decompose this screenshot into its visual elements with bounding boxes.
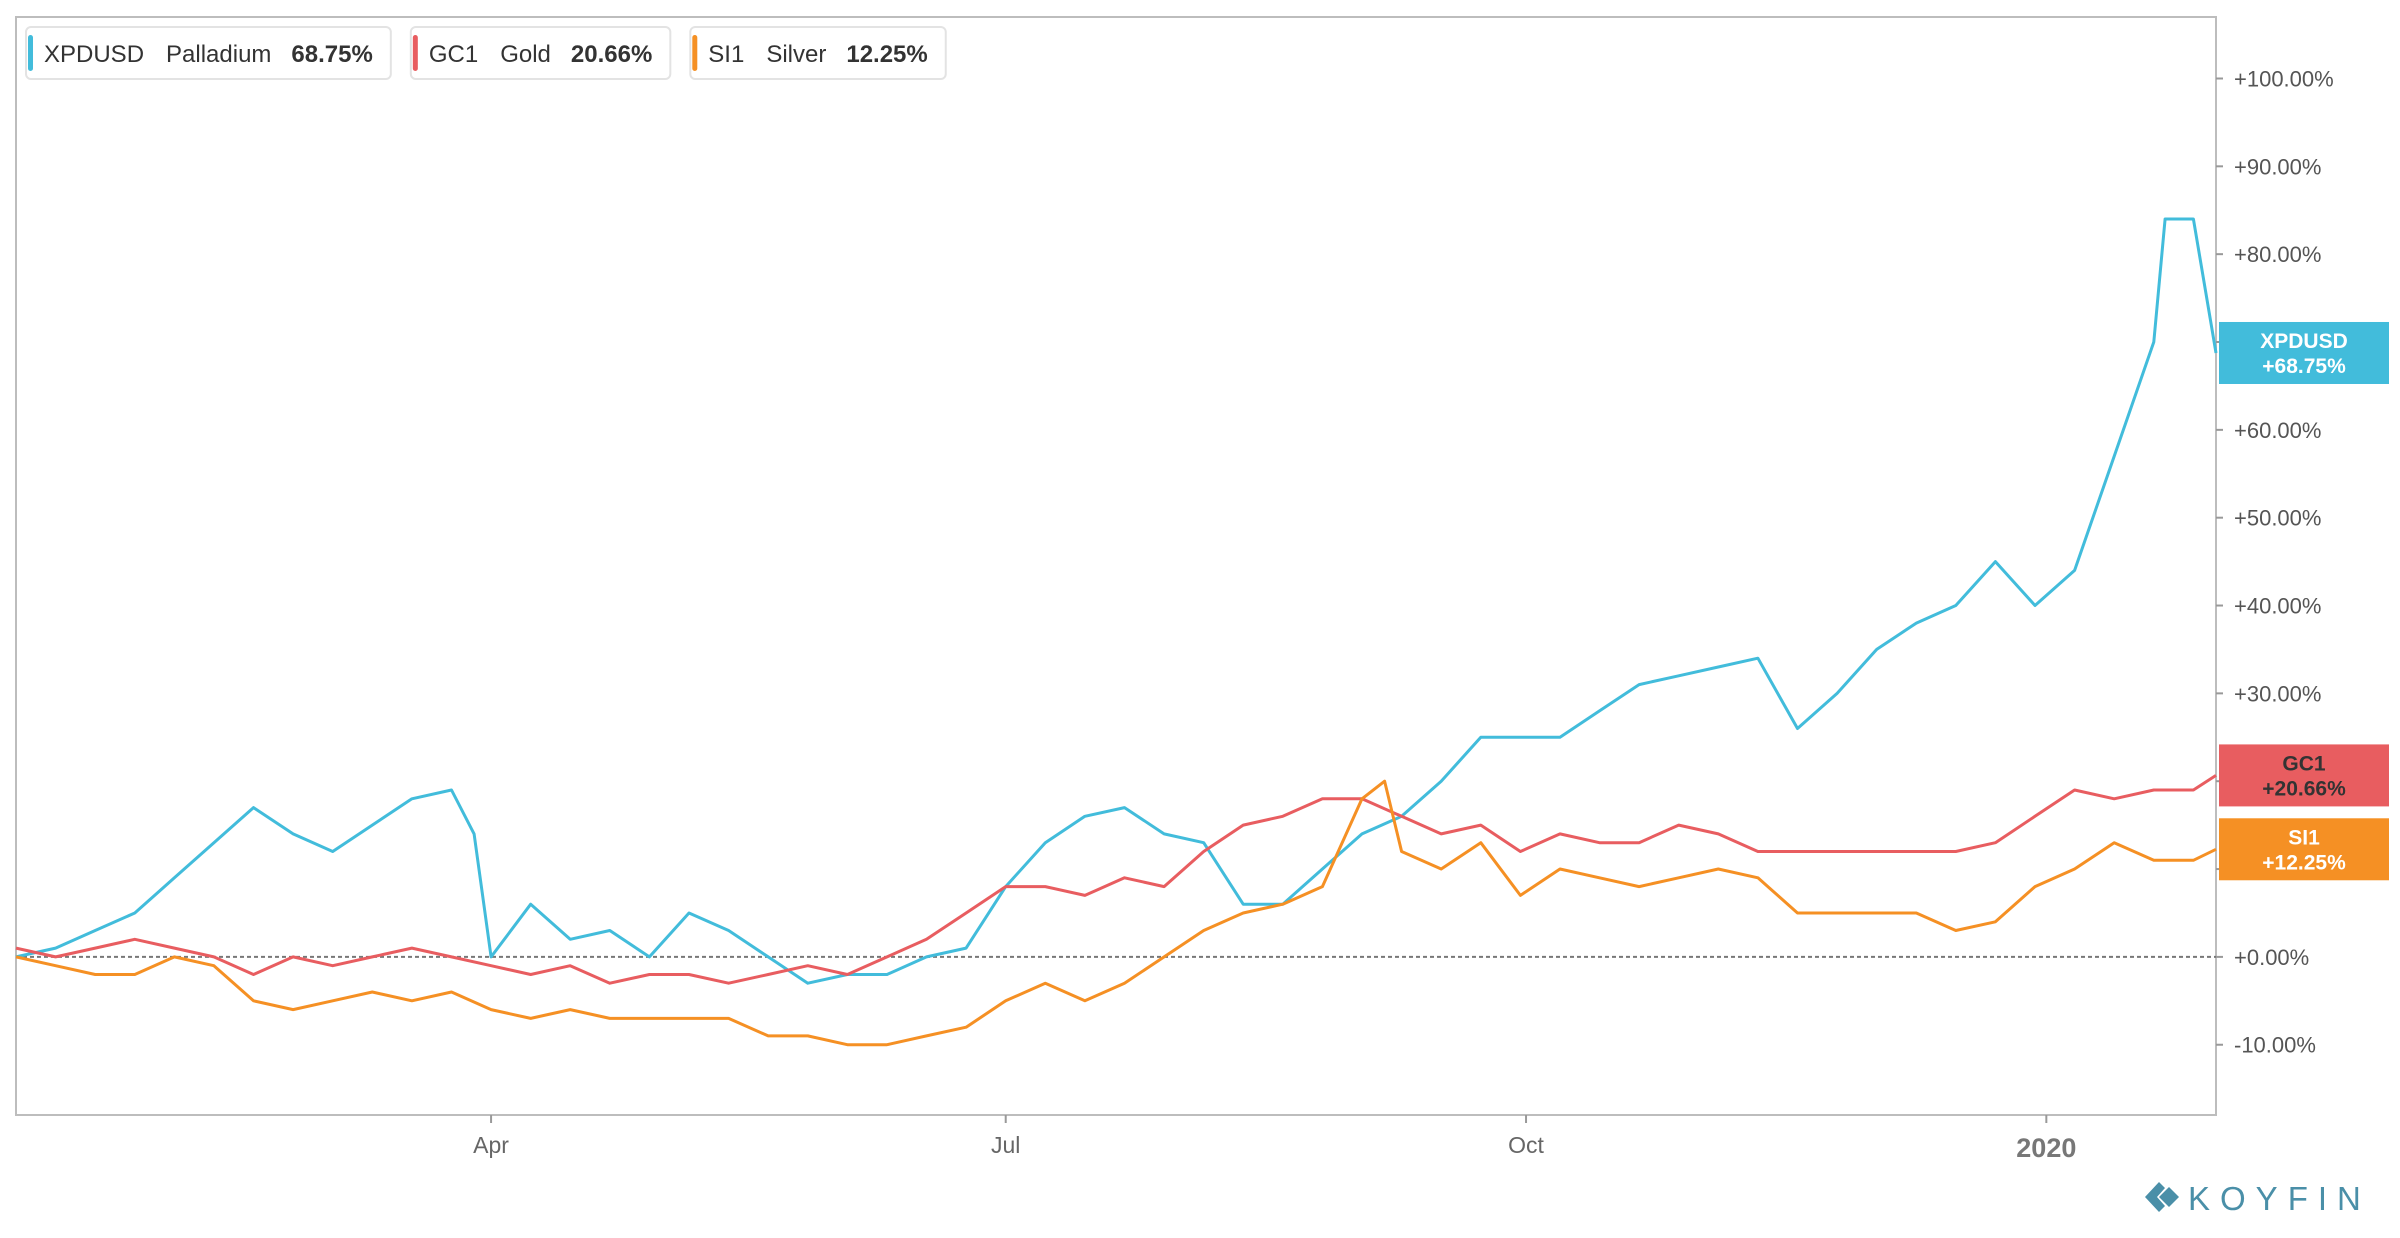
last-value-tag-gc1: GC1+20.66% bbox=[2219, 744, 2389, 807]
koyfin-logo: KOYFIN bbox=[2145, 1180, 2371, 1217]
legend: XPDUSD Palladium 68.75% GC1 Gold 20.66% SI1 Sil… bbox=[25, 26, 947, 80]
legend-change: 12.25% bbox=[846, 41, 927, 68]
legend-item-xpdusd[interactable]: XPDUSD Palladium 68.75% bbox=[25, 26, 392, 80]
x-axis: Apr Jul Oct 2020 bbox=[473, 1115, 2076, 1163]
legend-color-bar bbox=[692, 35, 698, 71]
y-axis: -10.00%+0.00%+10.00%+20.00%+30.00%+40.00… bbox=[2216, 66, 2334, 1058]
legend-color-bar bbox=[412, 35, 418, 71]
x-tick-label: Apr bbox=[473, 1132, 509, 1158]
x-tick-label: Oct bbox=[1508, 1132, 1544, 1158]
legend-label: Silver bbox=[766, 41, 826, 68]
y-tick-label: +100.00% bbox=[2234, 66, 2334, 91]
y-tick-label: +50.00% bbox=[2234, 506, 2321, 531]
legend-box bbox=[689, 26, 947, 80]
last-value-tag-si1: SI1+12.25% bbox=[2219, 818, 2389, 881]
tag-symbol: SI1 bbox=[2288, 826, 2320, 849]
tag-value: +20.66% bbox=[2262, 777, 2346, 800]
tag-symbol: XPDUSD bbox=[2260, 330, 2348, 353]
legend-label: Gold bbox=[500, 41, 551, 68]
tag-background bbox=[2219, 321, 2389, 384]
x-tick-label: Jul bbox=[991, 1132, 1020, 1158]
legend-box bbox=[409, 26, 672, 80]
y-tick-label: +40.00% bbox=[2234, 594, 2321, 619]
legend-item-si1[interactable]: SI1 Silver 12.25% bbox=[689, 26, 947, 80]
legend-symbol: XPDUSD bbox=[44, 41, 144, 68]
tag-background bbox=[2219, 818, 2389, 881]
y-tick-label: +60.00% bbox=[2234, 418, 2321, 443]
tag-value: +12.25% bbox=[2262, 851, 2346, 874]
legend-box bbox=[25, 26, 392, 80]
y-tick-label: +80.00% bbox=[2234, 242, 2321, 267]
koyfin-logo-text: KOYFIN bbox=[2188, 1180, 2371, 1217]
last-value-tag-xpdusd: XPDUSD+68.75% bbox=[2219, 321, 2389, 384]
plot-frame bbox=[15, 16, 2217, 1116]
y-tick-label: +0.00% bbox=[2234, 945, 2309, 970]
legend-label: Palladium bbox=[166, 41, 271, 68]
tag-background bbox=[2219, 744, 2389, 807]
series-layer bbox=[15, 217, 2218, 1047]
legend-symbol: SI1 bbox=[708, 41, 744, 68]
legend-symbol: GC1 bbox=[429, 41, 478, 68]
koyfin-logo-icon bbox=[2145, 1182, 2179, 1212]
last-value-tags: XPDUSD+68.75% GC1+20.66% SI1+12.25% bbox=[2219, 321, 2389, 881]
y-tick-label: +90.00% bbox=[2234, 154, 2321, 179]
series-line-xpdusd bbox=[15, 217, 2218, 985]
x-tick-label: 2020 bbox=[2016, 1133, 2076, 1163]
y-tick-label: -10.00% bbox=[2234, 1033, 2316, 1058]
legend-change: 20.66% bbox=[571, 41, 652, 68]
series-line-si1 bbox=[15, 779, 2217, 1047]
legend-color-bar bbox=[28, 35, 33, 71]
legend-item-gc1[interactable]: GC1 Gold 20.66% bbox=[409, 26, 672, 80]
tag-value: +68.75% bbox=[2262, 355, 2346, 378]
tag-symbol: GC1 bbox=[2282, 752, 2326, 775]
y-tick-label: +30.00% bbox=[2234, 681, 2321, 706]
series-line-gc1 bbox=[15, 774, 2217, 985]
legend-change: 68.75% bbox=[291, 41, 372, 68]
